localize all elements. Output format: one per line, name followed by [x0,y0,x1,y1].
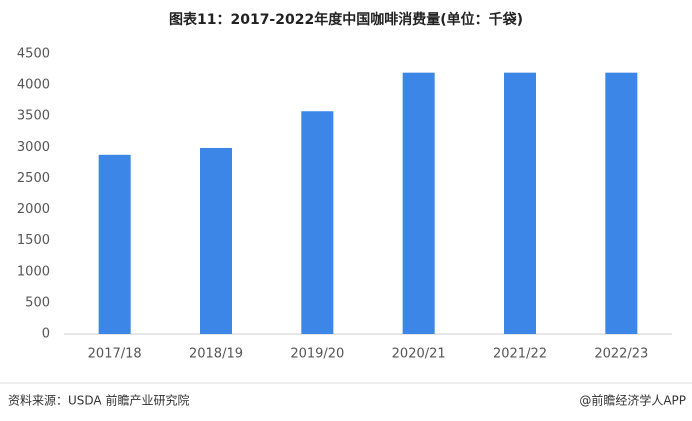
x-tick-label: 2018/19 [189,347,243,362]
x-tick-label: 2020/21 [392,347,446,362]
bar [98,154,131,334]
bar [605,72,638,335]
y-tick-label: 1500 [17,233,50,248]
bar [200,147,232,334]
x-tick-label: 2022/23 [594,347,648,362]
y-tick-label: 4000 [17,78,50,93]
x-tick-label: 2019/20 [290,347,344,362]
bar [402,72,435,335]
y-tick-label: 4500 [17,47,50,62]
x-tick-label: 2017/18 [88,347,142,362]
y-tick-label: 0 [42,327,50,342]
y-tick-label: 2500 [17,171,50,186]
credit: @前瞻经济学人APP [579,393,686,408]
source: 资料来源：USDA 前瞻产业研究院 [8,393,189,408]
chart-title: 图表11：2017-2022年度中国咖啡消费量(单位：千袋) [169,11,523,28]
bar [504,72,536,335]
x-tick-label: 2021/22 [493,347,547,362]
y-tick-label: 3000 [17,140,50,155]
y-tick-label: 3500 [17,109,50,124]
y-tick-label: 2000 [17,202,50,217]
bar [301,111,334,334]
y-tick-label: 500 [25,295,50,310]
y-tick-label: 1000 [17,264,50,279]
